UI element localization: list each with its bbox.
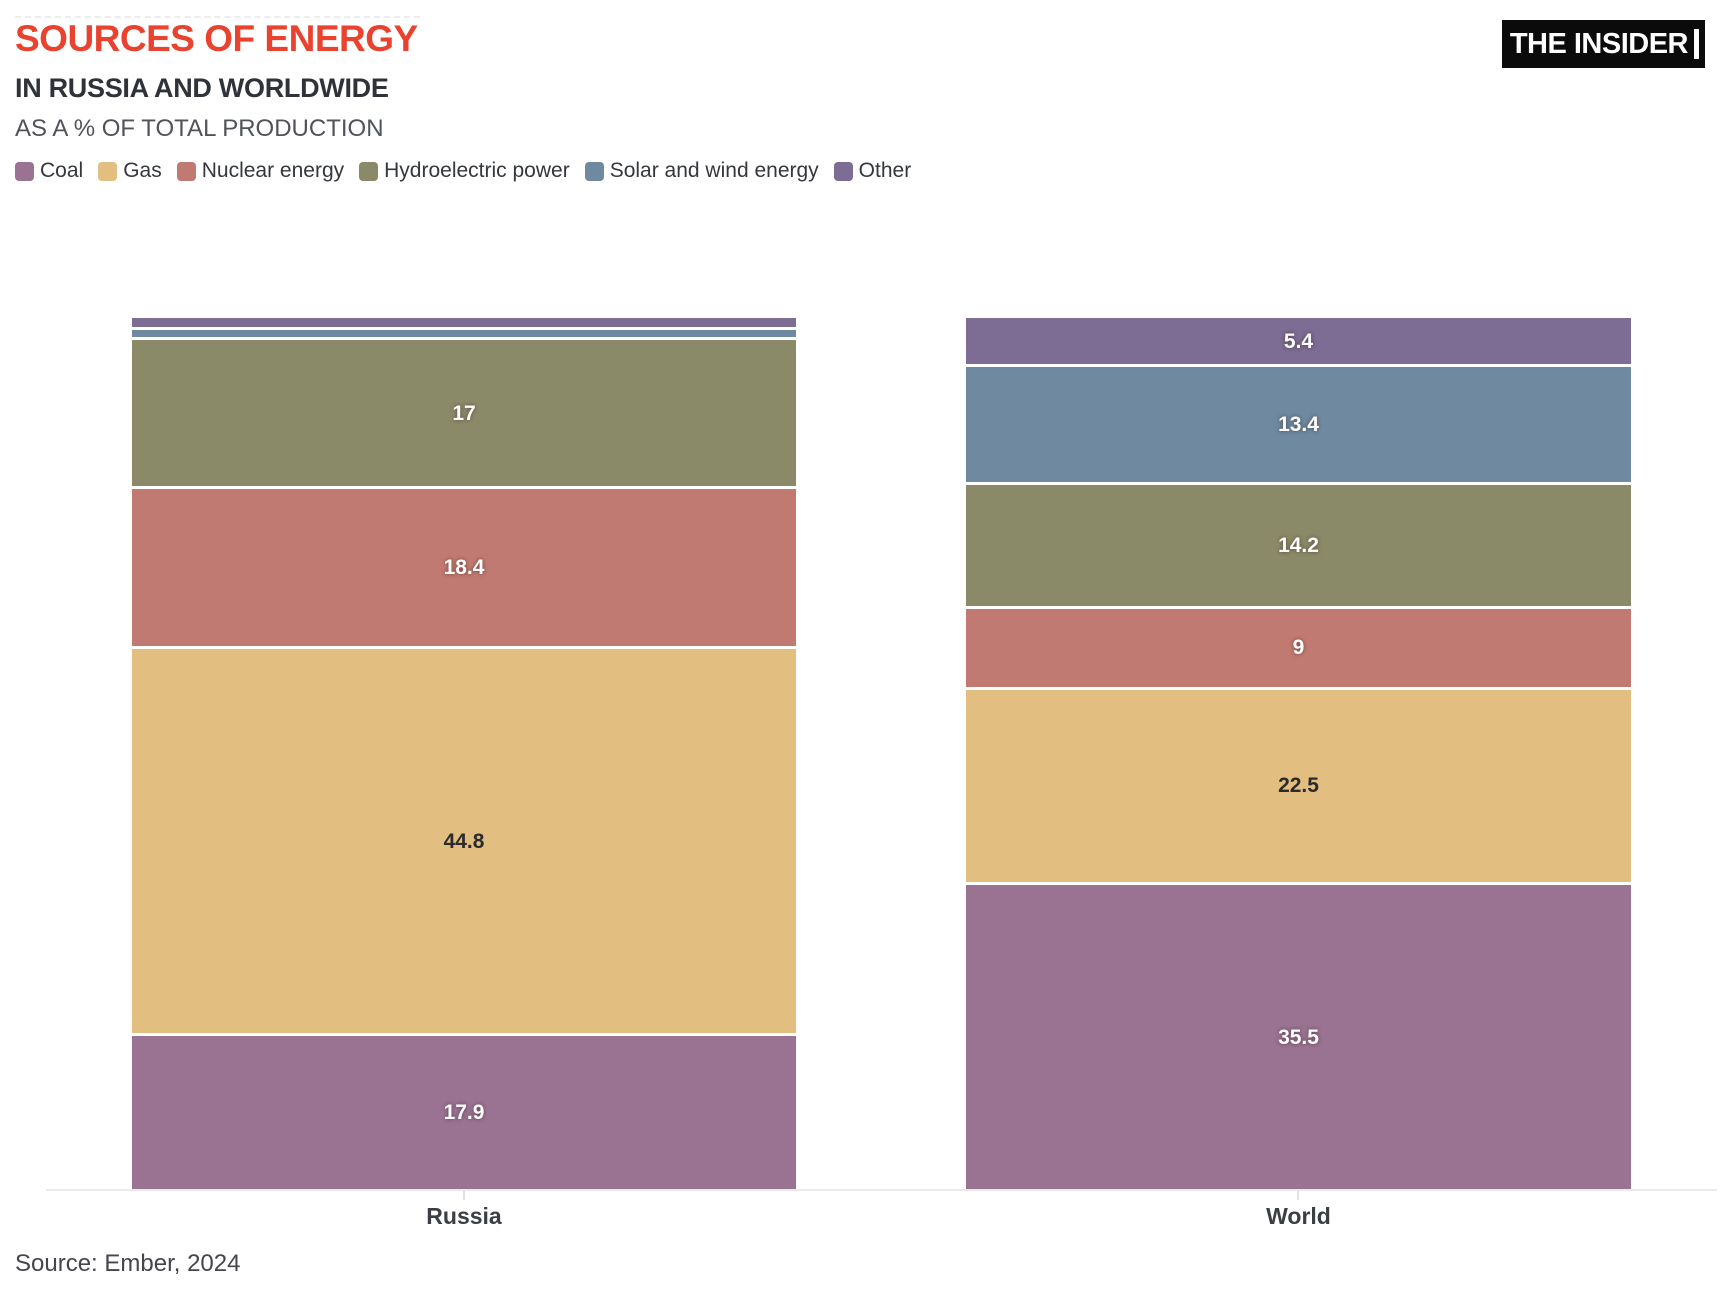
x-axis-tick-russia	[463, 1191, 465, 1200]
bar-segment-russia-nuclear-energy: 18.4	[132, 485, 796, 647]
stacked-bar-russia: 17 18.4 44.8 17.9	[132, 318, 796, 1189]
bar-segment-world-gas: 22.5	[966, 686, 1631, 883]
bar-segment-world-other: 5.4	[966, 318, 1631, 365]
legend-swatch-nuclear-energy	[176, 161, 196, 181]
legend-swatch-hydroelectric-power	[359, 161, 379, 181]
bar-value-label: 13.4	[1278, 413, 1319, 437]
legend-item-coal: Coal	[15, 159, 83, 183]
x-axis-tick-world	[1297, 1191, 1299, 1200]
bar-segment-world-nuclear-energy: 9	[966, 606, 1631, 687]
the-insider-logo: THE INSIDER	[1502, 20, 1705, 68]
legend-item-nuclear-energy: Nuclear energy	[176, 159, 345, 183]
bar-segment-russia-coal: 17.9	[132, 1032, 796, 1189]
bar-segment-russia-hydroelectric-power: 17	[132, 337, 796, 486]
legend-swatch-other	[833, 161, 853, 181]
x-axis-line	[46, 1189, 1717, 1191]
logo-text: THE INSIDER	[1509, 27, 1689, 60]
bar-value-label: 5.4	[1283, 329, 1314, 353]
bar-value-label: 9	[1292, 636, 1305, 660]
legend-label: Solar and wind energy	[609, 159, 819, 182]
page-title: SOURCES OF ENERGY	[15, 18, 418, 59]
legend-swatch-solar-and-wind-energy	[584, 161, 604, 181]
top-divider-line	[15, 16, 420, 18]
legend-item-solar-and-wind-energy: Solar and wind energy	[584, 159, 819, 183]
bar-value-label: 17.9	[443, 1100, 485, 1124]
logo-cursor-bar	[1694, 29, 1699, 59]
legend-label: Other	[858, 159, 912, 182]
bar-segment-russia-other	[132, 318, 796, 328]
stacked-bar-world: 5.4 13.4 14.2 9 22.5 35.5	[966, 318, 1631, 1189]
legend-label: Nuclear energy	[201, 159, 345, 182]
legend-item-hydroelectric-power: Hydroelectric power	[359, 159, 570, 183]
bar-value-label: 22.5	[1278, 774, 1319, 798]
legend-item-other: Other	[833, 159, 912, 183]
bar-segment-world-coal: 35.5	[966, 882, 1631, 1189]
chart-legend: Coal Gas Nuclear energy Hydroelectric power…	[15, 159, 911, 183]
category-label-world: World	[1266, 1203, 1331, 1229]
bar-segment-world-solar-and-wind-energy: 13.4	[966, 364, 1631, 482]
legend-item-gas: Gas	[98, 159, 162, 183]
legend-swatch-coal	[15, 161, 34, 181]
bar-value-label: 18.4	[443, 556, 485, 580]
legend-swatch-gas	[98, 161, 118, 181]
category-label-russia: Russia	[426, 1203, 502, 1229]
bar-segment-russia-solar-and-wind-energy	[132, 327, 796, 338]
units-note: AS A % OF TOTAL PRODUCTION	[15, 115, 384, 142]
bar-value-label: 14.2	[1278, 534, 1319, 558]
legend-label: Hydroelectric power	[384, 159, 570, 182]
source-credit: Source: Ember, 2024	[15, 1250, 241, 1277]
legend-label: Gas	[123, 159, 162, 182]
bar-segment-russia-gas: 44.8	[132, 646, 796, 1033]
bar-value-label: 35.5	[1278, 1025, 1319, 1049]
legend-label: Coal	[40, 159, 84, 182]
bar-segment-world-hydroelectric-power: 14.2	[966, 481, 1631, 607]
bar-value-label: 44.8	[443, 829, 485, 853]
page-subtitle: IN RUSSIA AND WORLDWIDE	[15, 73, 389, 103]
bar-value-label: 17	[452, 401, 476, 425]
